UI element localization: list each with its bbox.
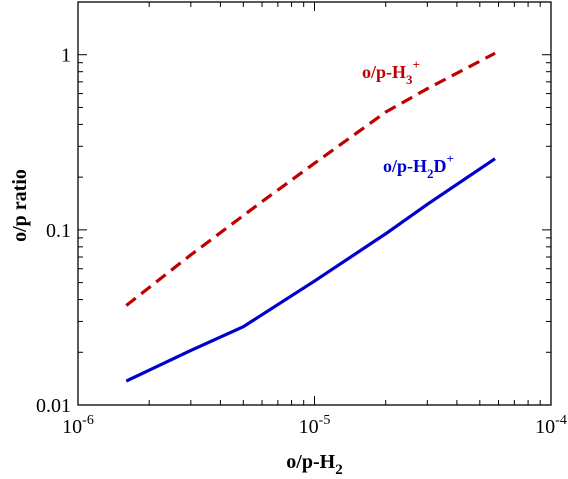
x-tick-labels: 10-6 10-5 10-4 [62,413,567,438]
y-tick-labels: 0.01 0.1 1 [36,45,71,417]
x-axis-label: o/p-H2 [286,451,342,478]
x-tick-label: 10-6 [62,413,94,438]
plot-frame [77,1,552,406]
y-tick-label: 0.01 [36,395,71,417]
series-label-0: o/p-H3+ [362,57,420,87]
series-line-0 [125,51,496,307]
y-tick-label: 0.1 [46,220,71,242]
series-label-1: o/p-H2D+ [383,151,454,181]
y-tick-label: 1 [61,45,71,67]
x-tick-label: 10-5 [299,413,331,438]
series-layer [125,51,496,383]
y-axis-label: o/p ratio [9,169,31,242]
x-tick-label: 10-4 [535,413,567,438]
series-line-1 [125,157,496,383]
series-labels: o/p-H3+ o/p-H2D+ [362,57,454,181]
tick-marks [77,1,551,406]
